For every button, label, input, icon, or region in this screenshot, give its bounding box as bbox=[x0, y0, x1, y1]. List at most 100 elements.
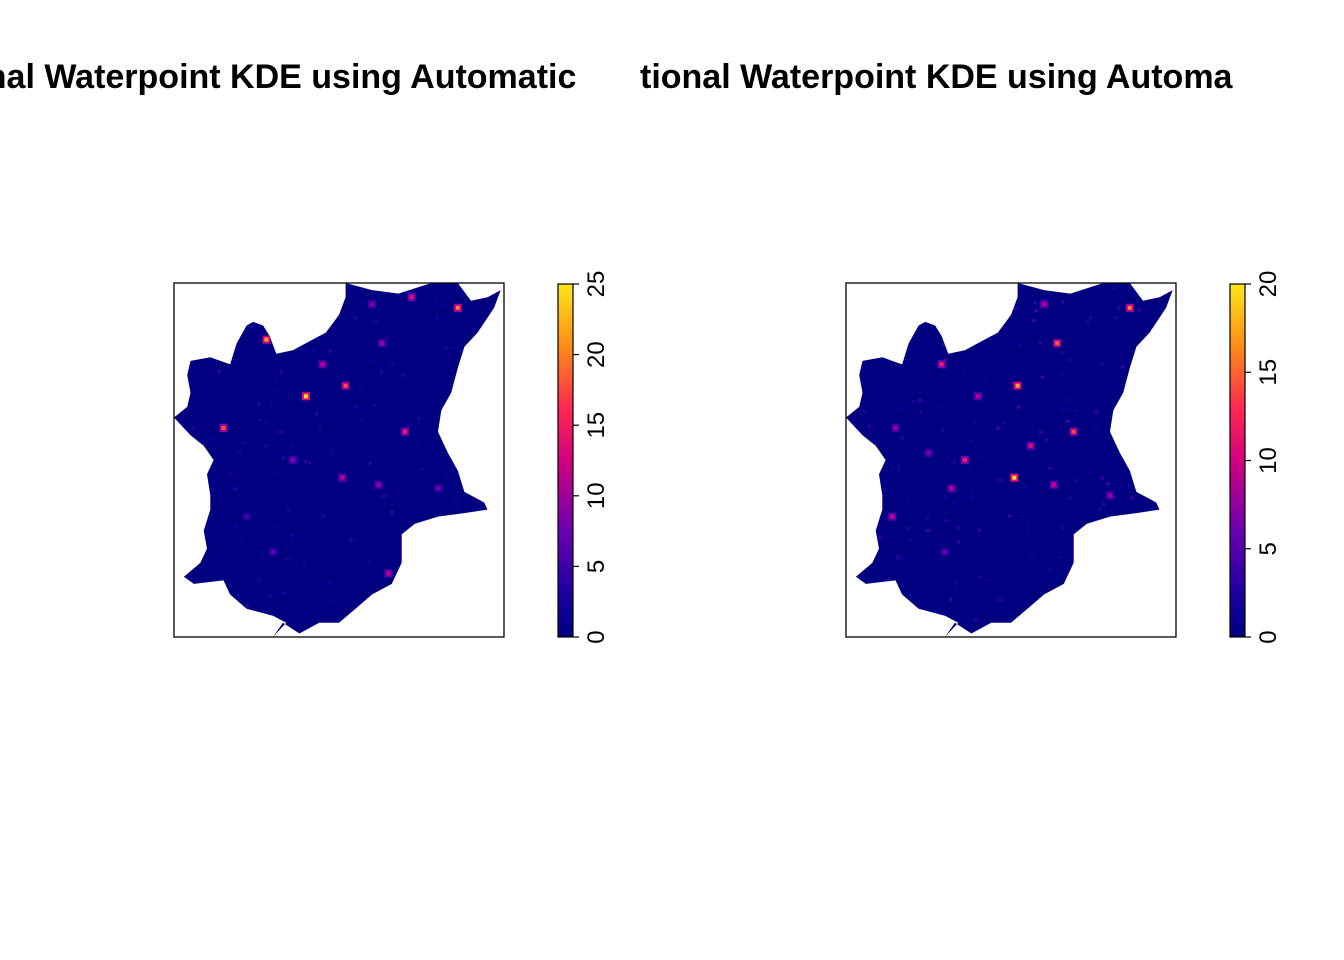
density-cell bbox=[234, 524, 237, 528]
density-cell bbox=[882, 317, 886, 321]
density-cell bbox=[1083, 625, 1087, 629]
density-cell bbox=[897, 466, 901, 470]
density-cell bbox=[290, 445, 294, 449]
density-cell bbox=[1120, 365, 1124, 369]
density-cell bbox=[846, 493, 850, 497]
chart-title-left: onal Waterpoint KDE using Automatic bbox=[0, 58, 577, 96]
density-cell bbox=[925, 515, 929, 519]
density-cell bbox=[963, 369, 967, 373]
density-cell bbox=[954, 581, 958, 585]
density-cell bbox=[993, 304, 997, 308]
density-cell bbox=[290, 533, 294, 537]
density-cell bbox=[977, 456, 981, 460]
density-cell bbox=[416, 417, 420, 421]
density-cell bbox=[360, 418, 364, 421]
density-cell bbox=[362, 300, 365, 304]
density-cell bbox=[351, 606, 355, 610]
hotspot bbox=[1071, 429, 1076, 434]
density-cell bbox=[887, 577, 891, 581]
density-cell bbox=[1170, 425, 1173, 429]
density-cell bbox=[372, 403, 376, 407]
density-cell bbox=[358, 383, 362, 387]
plot-frame bbox=[845, 282, 1177, 638]
hotspot bbox=[939, 362, 944, 367]
density-cell bbox=[951, 502, 955, 506]
density-cell bbox=[360, 287, 364, 291]
density-cell bbox=[1033, 301, 1037, 305]
density-cell bbox=[218, 498, 222, 502]
density-cell bbox=[444, 346, 448, 350]
density-cell bbox=[1035, 286, 1039, 290]
density-cell bbox=[269, 594, 272, 598]
density-cell bbox=[877, 516, 881, 520]
density-cell bbox=[1113, 286, 1117, 290]
hotspot bbox=[1108, 493, 1112, 498]
density-cell bbox=[279, 430, 283, 434]
density-cell bbox=[410, 569, 414, 573]
density-cell bbox=[487, 424, 491, 428]
density-cell bbox=[213, 632, 217, 636]
density-cell bbox=[1010, 381, 1014, 385]
density-cell bbox=[496, 286, 500, 290]
density-cell bbox=[216, 387, 220, 391]
density-cell bbox=[476, 578, 480, 582]
density-cell bbox=[217, 369, 221, 373]
colorbar-tick-label: 0 bbox=[583, 630, 610, 643]
hotspot bbox=[376, 482, 381, 487]
hotspot bbox=[943, 550, 947, 554]
density-cell bbox=[1094, 428, 1098, 432]
chart-title-right: tional Waterpoint KDE using Automa bbox=[640, 58, 1233, 96]
density-cell bbox=[240, 541, 244, 545]
density-cell bbox=[474, 574, 478, 578]
density-cell bbox=[1001, 421, 1005, 425]
density-cell bbox=[197, 380, 201, 384]
density-cell bbox=[867, 424, 871, 428]
hotspot bbox=[949, 486, 954, 491]
density-cell bbox=[1148, 464, 1152, 468]
density-cell bbox=[851, 626, 855, 630]
density-cell bbox=[1034, 309, 1038, 313]
density-cell bbox=[983, 378, 987, 382]
density-cell bbox=[1032, 318, 1036, 322]
colorbar-tick-label: 5 bbox=[583, 560, 610, 573]
density-cell bbox=[1014, 307, 1018, 310]
density-cell bbox=[459, 626, 462, 630]
hotspot bbox=[455, 305, 460, 310]
density-cell bbox=[258, 418, 262, 422]
density-cell bbox=[467, 608, 471, 612]
density-cell bbox=[1076, 567, 1080, 571]
density-cell bbox=[303, 295, 307, 299]
density-cell bbox=[979, 575, 983, 579]
density-cell bbox=[942, 344, 946, 347]
density-cell bbox=[304, 347, 308, 351]
density-cell bbox=[885, 329, 889, 333]
density-cell bbox=[480, 485, 484, 489]
density-cell bbox=[463, 569, 467, 573]
density-cell bbox=[284, 296, 288, 300]
density-cell bbox=[287, 508, 291, 512]
density-cell bbox=[211, 619, 215, 623]
density-cell bbox=[312, 348, 316, 352]
hotspots bbox=[888, 300, 1134, 556]
density-cell bbox=[452, 466, 456, 470]
density-cell bbox=[319, 298, 323, 302]
density-cell bbox=[261, 626, 265, 630]
density-cell bbox=[390, 624, 394, 628]
density-cell bbox=[944, 519, 948, 522]
density-cell bbox=[327, 631, 331, 635]
hotspot bbox=[221, 426, 226, 431]
density-cell bbox=[260, 554, 264, 558]
density-cell bbox=[1058, 555, 1062, 559]
density-cell bbox=[182, 609, 186, 613]
hotspot bbox=[890, 514, 895, 519]
density-cell bbox=[257, 577, 261, 581]
density-cell bbox=[1068, 398, 1072, 402]
density-cell bbox=[1127, 484, 1131, 488]
density-cell bbox=[941, 429, 945, 433]
density-cell bbox=[943, 358, 947, 362]
density-cell bbox=[270, 402, 274, 406]
density-cell bbox=[1083, 580, 1087, 584]
density-cell bbox=[1061, 300, 1065, 304]
density-cell bbox=[1060, 525, 1064, 529]
colorbar-tick-label: 20 bbox=[583, 341, 610, 368]
